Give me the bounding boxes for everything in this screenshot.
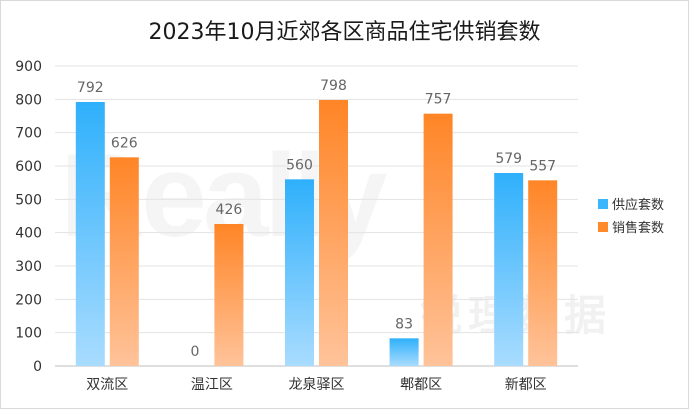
y-tick-label: 800 <box>15 92 42 108</box>
data-label: 0 <box>190 344 199 360</box>
y-tick-label: 900 <box>15 59 42 75</box>
bar <box>494 173 524 366</box>
bars <box>75 100 558 367</box>
x-tick-label: 郫都区 <box>400 377 442 393</box>
bar <box>109 157 139 366</box>
y-tick-label: 500 <box>15 192 42 208</box>
x-tick-label: 新都区 <box>505 377 547 393</box>
grid <box>55 65 578 367</box>
bar <box>389 338 419 366</box>
data-label: 426 <box>216 202 243 218</box>
bar <box>214 224 244 366</box>
legend-swatch <box>598 199 608 209</box>
data-label: 83 <box>395 316 413 332</box>
legend-swatch <box>598 222 608 232</box>
data-label: 560 <box>286 157 313 173</box>
data-labels: 792 626 0 426 560 798 83 757 579 557 <box>77 78 556 360</box>
y-tick-label: 200 <box>15 292 42 308</box>
bar <box>528 180 558 366</box>
bar <box>285 179 314 366</box>
y-tick-label: 100 <box>15 326 42 342</box>
x-tick-label: 温江区 <box>191 377 233 393</box>
data-label: 557 <box>529 158 556 174</box>
data-label: 626 <box>111 135 138 151</box>
data-label: 579 <box>495 151 522 167</box>
legend-label: 销售套数 <box>612 220 664 236</box>
axes: 0 100 200 300 400 500 600 700 800 900 双流区 温江区 龙泉驿区 郫都… <box>15 59 546 393</box>
y-tick-label: 700 <box>15 126 42 142</box>
x-tick-label: 龙泉驿区 <box>289 376 345 393</box>
bar <box>319 100 348 366</box>
y-tick-label: 400 <box>15 226 42 242</box>
bar <box>423 113 453 367</box>
chart-title: 2023年10月近郊各区商品住宅供销套数 <box>148 20 541 45</box>
x-tick-label: 双流区 <box>86 377 128 393</box>
data-label: 792 <box>77 80 104 96</box>
data-label: 757 <box>425 92 452 108</box>
y-tick-label: 600 <box>15 159 42 175</box>
data-label: 798 <box>320 78 347 94</box>
legend-label: 供应套数 <box>612 197 664 213</box>
bar <box>75 102 105 366</box>
y-tick-label: 0 <box>33 359 42 375</box>
y-tick-label: 300 <box>15 259 42 275</box>
